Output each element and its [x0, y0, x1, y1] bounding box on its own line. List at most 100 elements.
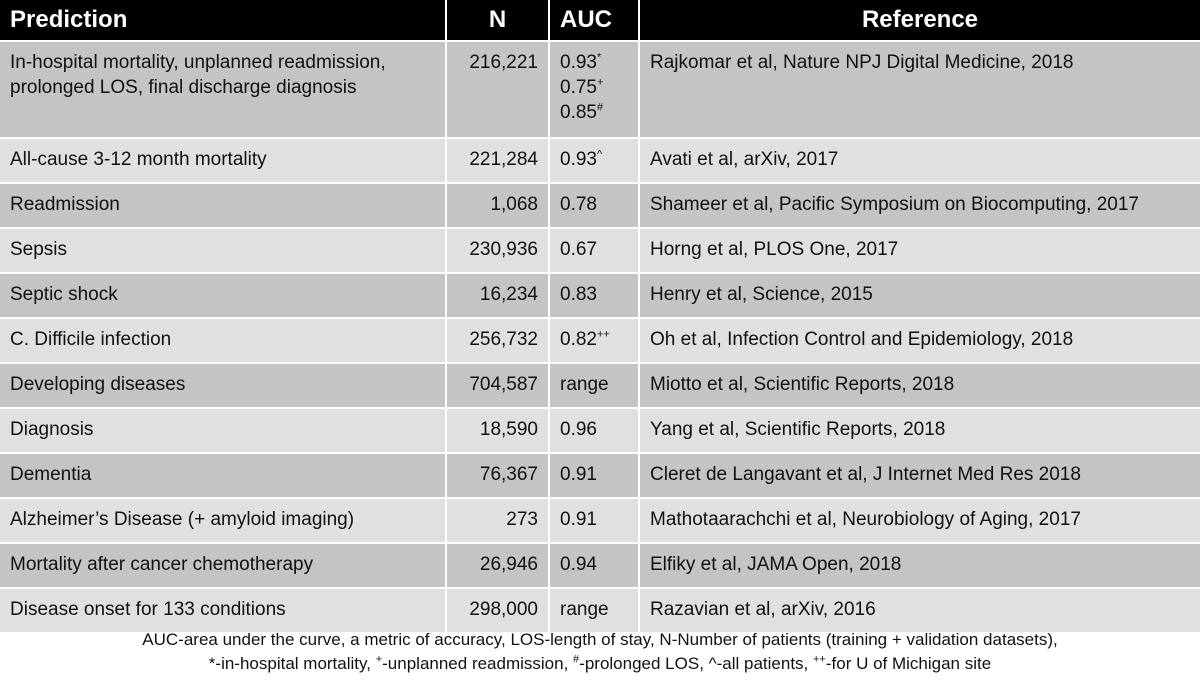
auc-value: 0.93* [560, 50, 628, 75]
table-row: Dementia 76,367 0.91 Cleret de Langavant et… [0, 453, 1200, 499]
table-row: Septic shock 16,234 0.83 Henry et al, Scien… [0, 273, 1200, 319]
auc-value: 0.78 [560, 192, 628, 217]
auc-value: 0.75+ [560, 75, 628, 100]
cell-auc: 0.93^ [549, 138, 640, 184]
auc-value: range [560, 372, 628, 397]
cell-auc: range [549, 363, 640, 409]
auc-number: 0.75 [560, 77, 597, 98]
cell-n: 230,936 [446, 228, 550, 274]
cell-auc: 0.67 [549, 228, 640, 274]
cell-n: 298,000 [446, 588, 550, 634]
cell-prediction: Mortality after cancer chemotherapy [0, 543, 447, 589]
auc-footnote-mark: ^ [596, 148, 603, 161]
auc-value: 0.85# [560, 100, 628, 125]
cell-reference: Yang et al, Scientific Reports, 2018 [639, 408, 1200, 454]
auc-number: 0.93 [560, 149, 597, 170]
cell-reference: Miotto et al, Scientific Reports, 2018 [639, 363, 1200, 409]
footnote-text: *-in-hospital mortality, [208, 654, 376, 673]
auc-number: 0.85 [560, 102, 597, 123]
cell-n: 273 [446, 498, 550, 544]
footnote-mark: # [573, 653, 580, 666]
cell-n: 704,587 [446, 363, 550, 409]
auc-footnote-mark: # [596, 101, 604, 114]
footnote-line-2: *-in-hospital mortality, +-unplanned rea… [0, 652, 1200, 676]
auc-number: 0.91 [560, 509, 597, 530]
auc-footnote-mark: * [596, 51, 602, 64]
cell-auc: 0.78 [549, 183, 640, 229]
footnote-text: -unplanned readmission, [382, 654, 574, 673]
cell-reference: Cleret de Langavant et al, J Internet Me… [639, 453, 1200, 499]
cell-auc: 0.83 [549, 273, 640, 319]
cell-reference: Razavian et al, arXiv, 2016 [639, 588, 1200, 634]
table-row: Diagnosis 18,590 0.96 Yang et al, Scientifi… [0, 408, 1200, 454]
cell-reference: Rajkomar et al, Nature NPJ Digital Medic… [639, 41, 1200, 139]
cell-prediction: Readmission [0, 183, 447, 229]
footnote-mark: ++ [813, 653, 826, 666]
table-row: Disease onset for 133 conditions 298,000 r… [0, 588, 1200, 634]
results-table: Prediction N AUC Reference In-hospital m… [0, 0, 1200, 634]
auc-number: 0.93 [560, 52, 597, 73]
cell-reference: Elfiky et al, JAMA Open, 2018 [639, 543, 1200, 589]
auc-footnote-mark: ++ [596, 328, 610, 341]
cell-auc: 0.96 [549, 408, 640, 454]
auc-value: 0.93^ [560, 147, 628, 172]
table-row: Developing diseases 704,587 range Miotto et… [0, 363, 1200, 409]
footnote-text: -prolonged LOS, ^-all patients, [579, 654, 813, 673]
cell-n: 16,234 [446, 273, 550, 319]
table-row: All-cause 3-12 month mortality 221,284 0.9… [0, 138, 1200, 184]
cell-reference: Horng et al, PLOS One, 2017 [639, 228, 1200, 274]
cell-n: 76,367 [446, 453, 550, 499]
auc-value: 0.94 [560, 552, 628, 577]
header-prediction: Prediction [0, 0, 447, 42]
auc-number: 0.94 [560, 554, 597, 575]
table-row: C. Difficile infection 256,732 0.82++ Oh et… [0, 318, 1200, 364]
cell-auc: 0.91 [549, 498, 640, 544]
auc-number: 0.96 [560, 419, 597, 440]
cell-prediction: C. Difficile infection [0, 318, 447, 364]
header-n: N [446, 0, 550, 42]
table-row: Sepsis 230,936 0.67 Horng et al, PLOS One, … [0, 228, 1200, 274]
cell-prediction: Developing diseases [0, 363, 447, 409]
cell-auc: 0.82++ [549, 318, 640, 364]
footnote-text: -for U of Michigan site [825, 654, 992, 673]
auc-value: 0.96 [560, 417, 628, 442]
cell-n: 221,284 [446, 138, 550, 184]
footnote: AUC-area under the curve, a metric of ac… [0, 628, 1200, 676]
cell-n: 1,068 [446, 183, 550, 229]
cell-auc: range [549, 588, 640, 634]
auc-number: 0.82 [560, 329, 597, 350]
table-body: In-hospital mortality, unplanned readmis… [0, 41, 1200, 634]
cell-prediction: In-hospital mortality, unplanned readmis… [0, 41, 447, 139]
auc-value: 0.83 [560, 282, 628, 307]
auc-number: range [560, 599, 609, 620]
cell-prediction: Sepsis [0, 228, 447, 274]
cell-auc: 0.91 [549, 453, 640, 499]
cell-auc: 0.93* 0.75+ 0.85# [549, 41, 640, 139]
table-row: Readmission 1,068 0.78 Shameer et al, Pacif… [0, 183, 1200, 229]
table-row: Mortality after cancer chemotherapy 26,94… [0, 543, 1200, 589]
cell-n: 216,221 [446, 41, 550, 139]
auc-number: range [560, 374, 609, 395]
table-header-row: Prediction N AUC Reference [0, 0, 1200, 42]
footnote-mark: + [375, 653, 383, 666]
auc-number: 0.78 [560, 194, 597, 215]
auc-value: 0.82++ [560, 327, 628, 352]
auc-value: 0.67 [560, 237, 628, 262]
auc-number: 0.83 [560, 284, 597, 305]
cell-prediction: Septic shock [0, 273, 447, 319]
cell-auc: 0.94 [549, 543, 640, 589]
header-auc: AUC [549, 0, 640, 42]
cell-prediction: Dementia [0, 453, 447, 499]
cell-reference: Avati et al, arXiv, 2017 [639, 138, 1200, 184]
header-reference: Reference [639, 0, 1200, 42]
footnote-line-1: AUC-area under the curve, a metric of ac… [142, 630, 1058, 649]
auc-number: 0.91 [560, 464, 597, 485]
cell-n: 26,946 [446, 543, 550, 589]
table-row: Alzheimer’s Disease (+ amyloid imaging) 2… [0, 498, 1200, 544]
auc-value: range [560, 597, 628, 622]
cell-prediction: All-cause 3-12 month mortality [0, 138, 447, 184]
auc-value: 0.91 [560, 507, 628, 532]
auc-footnote-mark: + [596, 76, 604, 89]
table-row: In-hospital mortality, unplanned readmis… [0, 41, 1200, 139]
